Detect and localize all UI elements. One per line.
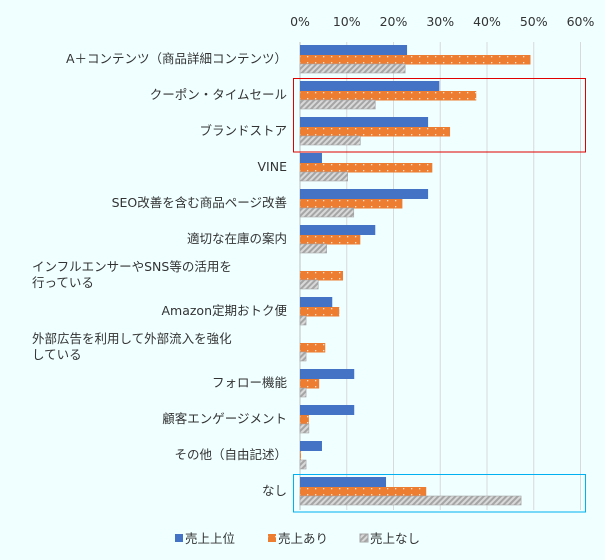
category-label: 行っている <box>32 275 94 290</box>
bars <box>299 45 531 506</box>
highlight-boxes <box>293 78 586 513</box>
bar-1-1 <box>300 45 408 55</box>
bar-3-7 <box>299 279 319 290</box>
category-label: クーポン・タイムセール <box>150 87 287 102</box>
category-label: その他（自由記述） <box>174 447 287 462</box>
bar-2-10 <box>300 379 320 389</box>
bar-2-11 <box>300 415 309 425</box>
bar-1-11 <box>300 405 355 415</box>
bar-2-8 <box>300 307 340 317</box>
bar-1-4 <box>300 153 322 163</box>
category-label: している <box>32 347 82 362</box>
category-label: 外部広告を利用して外部流入を強化 <box>32 331 232 346</box>
category-label: SEO改善を含む商品ページ改善 <box>112 195 287 210</box>
bar-2-5 <box>300 199 403 209</box>
bar-2-7 <box>300 271 344 281</box>
bar-2-9 <box>300 343 326 353</box>
bar-2-13 <box>300 487 427 497</box>
category-label: 適切な在庫の案内 <box>187 231 287 246</box>
bar-3-4 <box>299 171 348 182</box>
bar-1-5 <box>300 189 429 199</box>
bar-2-3 <box>300 127 451 137</box>
bar-3-3 <box>299 135 361 146</box>
bar-1-13 <box>300 477 387 487</box>
bar-3-10 <box>299 387 307 398</box>
highlight-box-2 <box>293 474 586 513</box>
bar-3-6 <box>299 243 327 254</box>
x-tick-label: 0% <box>290 14 310 29</box>
bar-1-6 <box>300 225 376 235</box>
bar-3-5 <box>299 207 355 218</box>
bar-2-2 <box>300 91 477 101</box>
bar-1-12 <box>300 441 322 451</box>
category-label: A＋コンテンツ（商品詳細コンテンツ） <box>66 51 287 66</box>
category-label: 顧客エンゲージメント <box>162 411 287 426</box>
category-label: Amazon定期おトク便 <box>161 303 287 318</box>
bar-2-6 <box>300 235 361 245</box>
x-tick-labels: 0% 10% 20% 30% 40% 50% 60% <box>290 14 594 29</box>
bar-3-13 <box>299 495 522 506</box>
category-label: ブランドストア <box>199 123 287 138</box>
bar-1-2 <box>300 81 440 91</box>
bar-2-4 <box>300 163 433 173</box>
highlight-box-1 <box>293 78 586 153</box>
bar-1-3 <box>300 117 429 127</box>
category-label: フォロー機能 <box>212 375 288 390</box>
category-label: VINE <box>258 159 288 174</box>
bar-2-12 <box>300 451 301 461</box>
legend-label: 売上あり <box>278 531 328 546</box>
x-tick-label: 10% <box>333 14 361 29</box>
x-tick-label: 20% <box>380 14 408 29</box>
bar-1-10 <box>300 369 355 379</box>
bar-1-8 <box>300 297 333 307</box>
bar-3-12 <box>299 459 307 470</box>
bar-2-1 <box>300 55 531 65</box>
category-label: なし <box>262 483 287 498</box>
bar-3-9 <box>299 351 307 362</box>
legend-label: 売上上位 <box>185 531 235 546</box>
legend: 売上上位 売上あり 売上なし <box>175 531 420 546</box>
bar-3-1 <box>299 63 406 74</box>
legend-swatch <box>268 534 276 542</box>
x-tick-label: 60% <box>567 14 595 29</box>
bar-3-8 <box>299 315 307 326</box>
x-tick-label: 50% <box>520 14 548 29</box>
bar-3-2 <box>299 99 376 110</box>
x-tick-label: 40% <box>473 14 501 29</box>
bar-3-11 <box>299 423 310 434</box>
legend-swatch <box>359 533 369 543</box>
legend-label: 売上なし <box>370 531 420 546</box>
category-label: インフルエンサーやSNS等の活用を <box>32 259 232 274</box>
legend-swatch <box>175 534 183 542</box>
x-tick-label: 30% <box>426 14 454 29</box>
